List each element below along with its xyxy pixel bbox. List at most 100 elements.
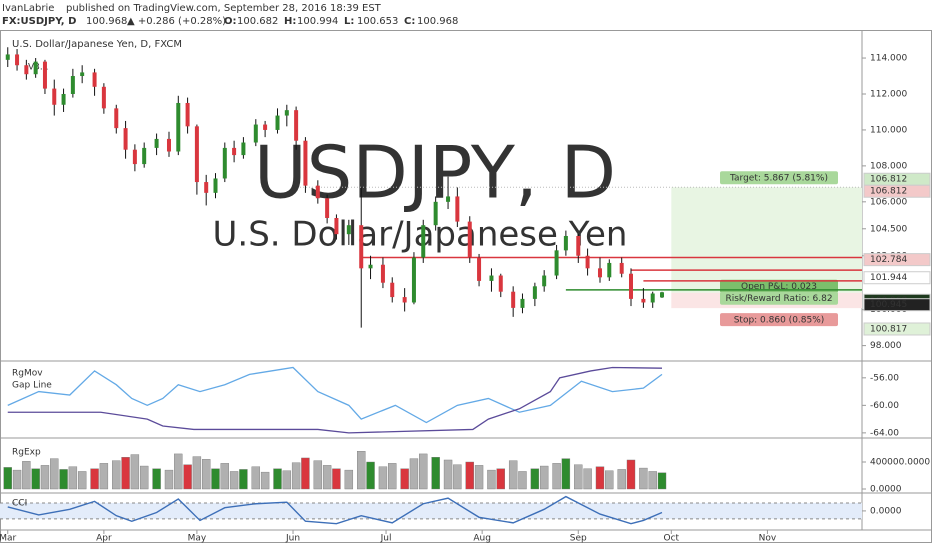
- price-label: 106.812: [870, 187, 907, 197]
- candle-body: [213, 178, 218, 193]
- last: 100.968: [86, 16, 127, 27]
- volume-bar: [90, 468, 99, 490]
- candle-body: [33, 61, 38, 75]
- y-tick-label: 110.000: [870, 125, 907, 135]
- ohlc-value: 100.968: [417, 16, 458, 27]
- volume-bar: [301, 457, 310, 490]
- candle-body: [325, 198, 330, 219]
- y-tick-label: 400000.0000: [870, 458, 930, 468]
- candle-body: [154, 138, 159, 148]
- candle-body: [123, 128, 128, 150]
- volume-bar: [496, 468, 505, 490]
- volume-bar: [431, 457, 440, 490]
- ohlc-key: C:: [404, 16, 415, 27]
- volume-bar: [139, 465, 149, 490]
- cci-band: [0, 502, 862, 519]
- candle-body: [232, 147, 237, 156]
- volume-bar: [561, 458, 571, 490]
- volume-bar: [657, 472, 667, 490]
- candle-body: [607, 262, 612, 278]
- candle-body: [489, 275, 494, 281]
- volume-bar: [332, 468, 341, 490]
- candle-body: [52, 88, 57, 105]
- x-tick-label: May: [188, 534, 207, 544]
- change: ▲ +0.286 (+0.28%): [127, 16, 226, 27]
- volume-bar: [518, 471, 527, 490]
- candle-body: [294, 110, 299, 141]
- volume-bar: [31, 468, 40, 490]
- stop-label: Stop: 0.860 (0.85%): [734, 316, 825, 326]
- candle-body: [359, 225, 364, 269]
- candle-body: [15, 54, 20, 66]
- volume-bar: [574, 464, 583, 490]
- y-tick-label: 98.000: [870, 341, 902, 351]
- volume-bar: [282, 470, 292, 490]
- price-label-bg: [863, 184, 931, 198]
- volume-bar: [201, 459, 211, 490]
- candle-body: [346, 225, 351, 235]
- candle-body: [368, 264, 373, 269]
- indicator-label: V3.1: [28, 63, 48, 73]
- volume-bar: [443, 459, 453, 490]
- x-tick-label: Sep: [570, 534, 587, 544]
- volume-bar: [539, 465, 549, 490]
- y-tick-label: 108.000: [870, 161, 907, 171]
- volume-bar: [211, 468, 220, 490]
- publisher[interactable]: IvanLabrie: [2, 3, 54, 14]
- price-label-bg: [863, 271, 931, 285]
- candle-body: [24, 65, 29, 75]
- x-tick-label: Mar: [0, 534, 17, 544]
- volume-bar: [648, 471, 657, 490]
- volume-bar: [487, 469, 496, 490]
- volume-bar: [220, 463, 230, 490]
- volume-bar: [68, 466, 78, 490]
- published: published on TradingView.com, September …: [66, 3, 382, 14]
- volume-bar: [409, 458, 419, 490]
- candle-body: [597, 268, 602, 278]
- y-tick-label: -56.00: [870, 373, 899, 383]
- candle-body: [61, 93, 66, 105]
- candle-body: [619, 262, 624, 274]
- volume-bar: [260, 471, 270, 490]
- volume-bar: [239, 469, 248, 490]
- volume-bar: [626, 459, 636, 490]
- y-tick-label: 112.000: [870, 89, 907, 99]
- candle-body: [628, 273, 633, 299]
- volume-bar: [40, 465, 50, 490]
- volume-bar: [121, 457, 130, 490]
- candle-body: [446, 196, 451, 202]
- volume-bar: [152, 468, 161, 490]
- candle-body: [194, 126, 199, 183]
- volume-bar: [174, 453, 183, 490]
- candle-body: [563, 235, 568, 251]
- candle-body: [185, 102, 190, 127]
- x-tick-label: Apr: [96, 534, 112, 544]
- y-tick-label: 0.0000: [870, 506, 902, 516]
- candle-body: [477, 257, 482, 281]
- candle-body: [315, 185, 320, 199]
- price-label-bg: [863, 298, 931, 312]
- volume-bar: [530, 468, 540, 490]
- y-tick-label: 106.000: [870, 197, 907, 207]
- candle-body: [176, 102, 181, 152]
- candle-body: [132, 149, 137, 165]
- candle-body: [253, 124, 258, 143]
- candle-body: [142, 147, 147, 165]
- volume-bar: [595, 466, 605, 490]
- volume-bar: [192, 456, 202, 490]
- candle-body: [390, 282, 395, 298]
- volume-bar: [400, 468, 409, 490]
- candle-body: [421, 225, 426, 258]
- volume-bar: [322, 465, 332, 490]
- volume-bar: [419, 453, 428, 490]
- candle-body: [241, 142, 246, 156]
- candle-body: [542, 275, 547, 287]
- volume-bar: [183, 464, 192, 490]
- volume-bar: [617, 469, 626, 490]
- volume-bar: [357, 451, 366, 490]
- ohlc-value: 100.994: [297, 16, 338, 27]
- volume-bar: [366, 461, 375, 490]
- candle-body: [585, 255, 590, 269]
